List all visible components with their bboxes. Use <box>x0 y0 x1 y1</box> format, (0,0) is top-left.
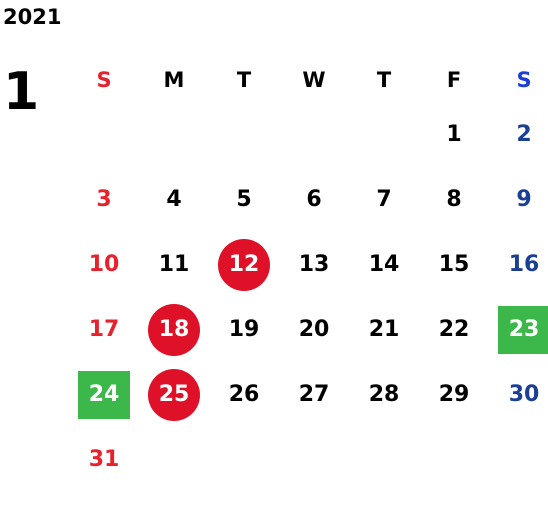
day-cell-20[interactable]: 20 <box>298 316 330 342</box>
calendar-grid: S M T W T F S 1 2 3 4 5 6 7 8 9 10 11 12 13 14 15 16 17 18 19 20 21… <box>69 58 548 508</box>
day-cell-1[interactable]: 1 <box>446 121 462 147</box>
day-cell-11[interactable]: 11 <box>158 251 190 277</box>
day-cell-18[interactable]: 18 <box>148 303 200 356</box>
day-cell-13[interactable]: 13 <box>298 251 330 277</box>
day-cell-26[interactable]: 26 <box>228 381 260 407</box>
day-cell-12[interactable]: 12 <box>218 238 270 291</box>
weekday-header-tuesday: T <box>236 68 252 92</box>
day-cell-23[interactable]: 23 <box>498 305 548 354</box>
weekday-header-monday: M <box>163 68 185 92</box>
day-cell-15[interactable]: 15 <box>438 251 470 277</box>
month-number: 1 <box>3 62 40 122</box>
day-cell-4[interactable]: 4 <box>166 186 182 212</box>
day-cell-9[interactable]: 9 <box>516 186 532 212</box>
day-cell-27[interactable]: 27 <box>298 381 330 407</box>
year-label: 2021 <box>3 5 62 29</box>
day-cell-7[interactable]: 7 <box>376 186 392 212</box>
day-cell-22[interactable]: 22 <box>438 316 470 342</box>
day-cell-3[interactable]: 3 <box>96 186 112 212</box>
day-cell-24[interactable]: 24 <box>78 370 130 419</box>
day-cell-6[interactable]: 6 <box>306 186 322 212</box>
day-cell-30[interactable]: 30 <box>508 381 540 407</box>
weekday-header-thursday: T <box>376 68 392 92</box>
day-cell-8[interactable]: 8 <box>446 186 462 212</box>
day-cell-17[interactable]: 17 <box>88 316 120 342</box>
day-cell-29[interactable]: 29 <box>438 381 470 407</box>
day-cell-5[interactable]: 5 <box>236 186 252 212</box>
day-cell-28[interactable]: 28 <box>368 381 400 407</box>
weekday-header-sunday: S <box>96 68 112 92</box>
day-cell-2[interactable]: 2 <box>516 121 532 147</box>
day-cell-10[interactable]: 10 <box>88 251 120 277</box>
day-cell-31[interactable]: 31 <box>88 446 120 472</box>
weekday-header-saturday: S <box>516 68 532 92</box>
day-cell-19[interactable]: 19 <box>228 316 260 342</box>
weekday-header-wednesday: W <box>302 68 326 92</box>
weekday-header-friday: F <box>446 68 462 92</box>
day-cell-21[interactable]: 21 <box>368 316 400 342</box>
day-cell-16[interactable]: 16 <box>508 251 540 277</box>
day-cell-14[interactable]: 14 <box>368 251 400 277</box>
day-cell-25[interactable]: 25 <box>148 368 200 421</box>
